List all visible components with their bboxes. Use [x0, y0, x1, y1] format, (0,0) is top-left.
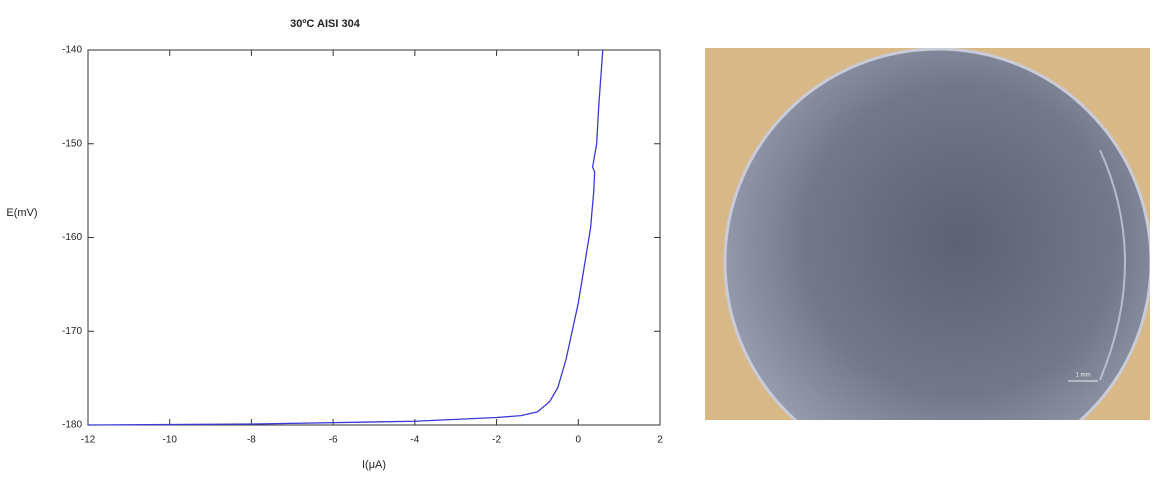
metal-disc [723, 48, 1150, 420]
x-tick-label: 2 [657, 435, 663, 446]
photo: 1 mm [705, 48, 1150, 420]
x-tick-label: -4 [410, 435, 419, 446]
disc-edge-highlight [1099, 149, 1126, 381]
x-axis-label: I(μA) [362, 459, 386, 471]
x-tick-label: -10 [162, 435, 177, 446]
x-tick-label: -8 [247, 435, 256, 446]
y-tick-label: -180 [62, 420, 82, 431]
y-tick-label: -160 [62, 232, 82, 243]
scale-label: 1 mm [1076, 373, 1091, 379]
x-tick-label: -2 [492, 435, 501, 446]
y-tick-label: -150 [62, 138, 82, 149]
y-axis-label: E(mV) [6, 207, 37, 219]
x-tick-label: 0 [576, 435, 582, 446]
plot-frame [87, 49, 661, 426]
data-line [87, 49, 604, 426]
y-tick-label: -170 [62, 326, 82, 337]
chart-title: 30ºC AISI 304 [290, 18, 361, 30]
y-tick-label: -140 [62, 45, 82, 56]
x-tick-label: -12 [81, 435, 96, 446]
x-tick-label: -6 [329, 435, 338, 446]
